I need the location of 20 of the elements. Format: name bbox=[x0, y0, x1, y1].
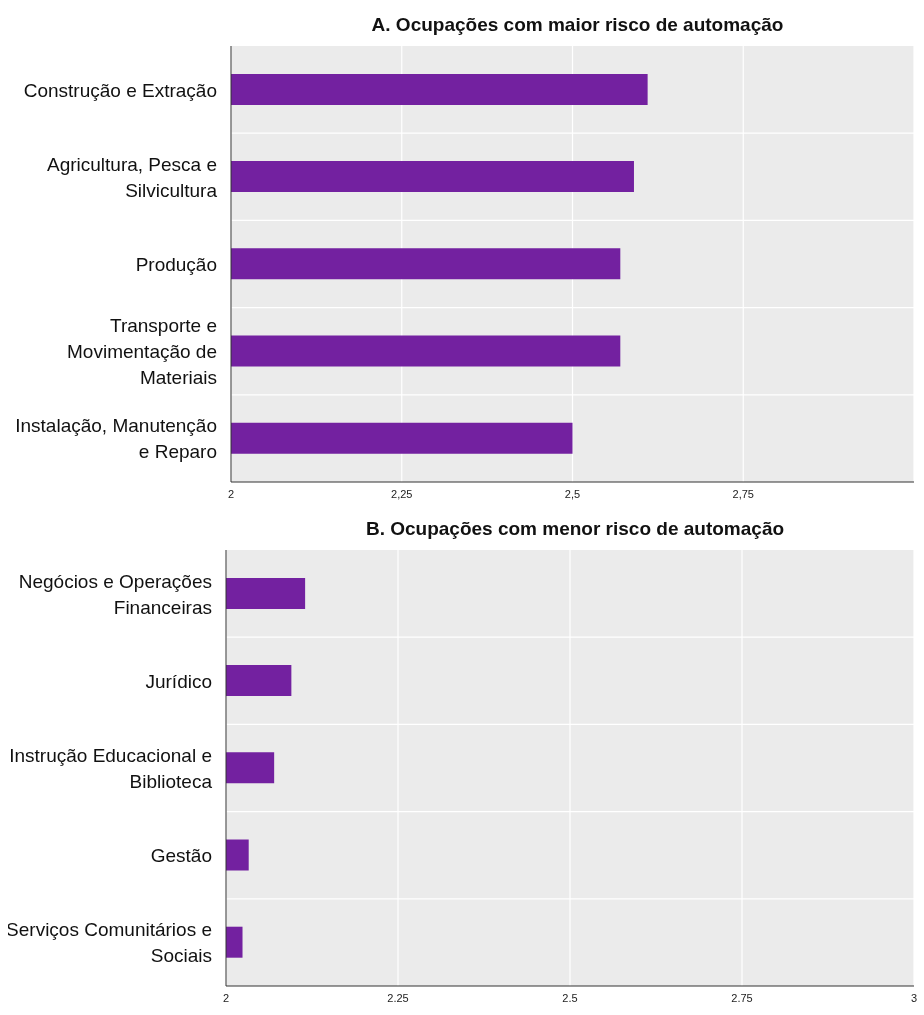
chart-title: B. Ocupações com menor risco de automação bbox=[364, 517, 786, 541]
y-tick-label: Agricultura, Pesca e Silvicultura bbox=[46, 153, 218, 201]
y-tick-label: Negócios e Operações Financeiras bbox=[18, 570, 212, 618]
y-tick-label: Instalação, Manutenção e Reparo bbox=[15, 414, 217, 462]
x-tick-label: 2.25 bbox=[387, 991, 409, 1004]
x-tick-label: 2,5 bbox=[564, 487, 581, 500]
x-tick-label: 2,25 bbox=[391, 487, 413, 500]
y-tick-label: Gestão bbox=[150, 844, 212, 866]
chart-title: A. Ocupações com maior risco de automação bbox=[370, 13, 785, 37]
y-tick-label: Construção e Extração bbox=[23, 79, 217, 101]
x-tick-label: 3 bbox=[910, 991, 918, 1004]
y-tick-label: Produção bbox=[135, 253, 217, 275]
y-tick-label: Transporte e Movimentação de Materiais bbox=[67, 314, 217, 388]
x-tick-label: 2,75 bbox=[732, 487, 754, 500]
x-tick-label: 2.5 bbox=[562, 991, 578, 1004]
x-tick-label: 2.75 bbox=[731, 991, 753, 1004]
x-tick-label: 2 bbox=[227, 487, 235, 500]
y-tick-label: Instrução Educacional e Biblioteca bbox=[9, 744, 213, 792]
x-tick-label: 2 bbox=[222, 991, 230, 1004]
y-tick-label: Jurídico bbox=[145, 670, 212, 692]
